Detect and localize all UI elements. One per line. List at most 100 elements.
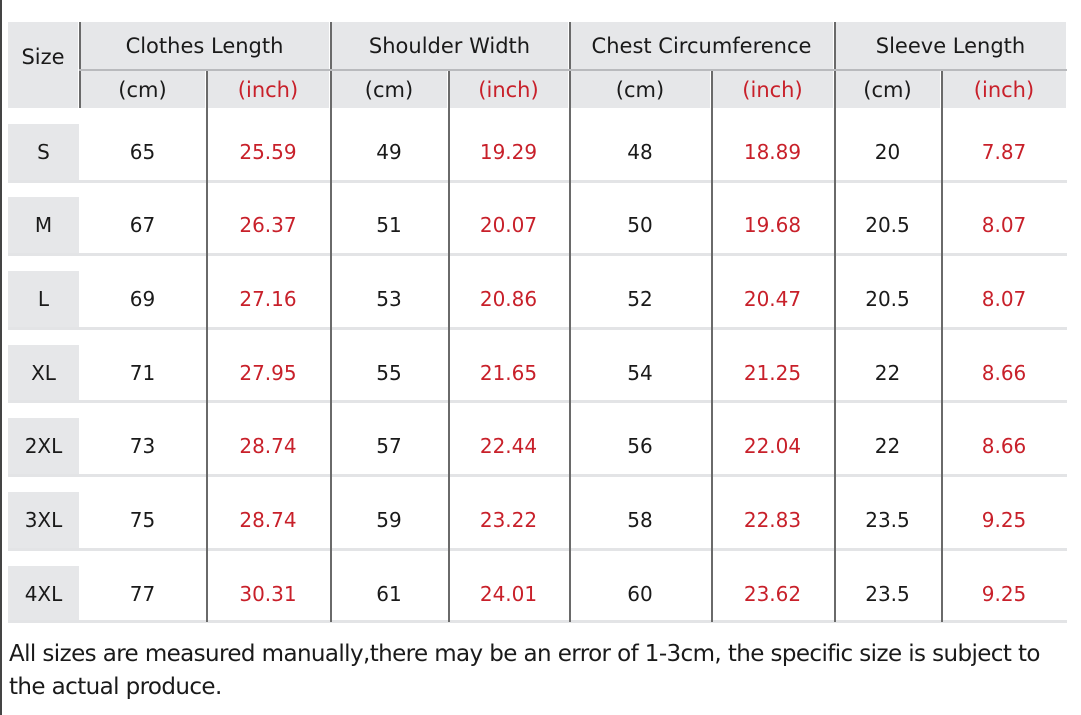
cm-value: 71: [129, 361, 156, 385]
cm-value: 59: [376, 508, 402, 532]
size-cell: XL: [8, 345, 79, 401]
row-separator: [8, 400, 1067, 403]
row-separator: [8, 548, 1067, 551]
inch-value: 18.89: [743, 140, 802, 164]
cm-value: 54: [627, 361, 653, 385]
inch-value: 20.86: [479, 287, 538, 311]
cm-value: 56: [627, 434, 653, 458]
header-divider: [448, 71, 450, 108]
header-divider: [330, 22, 332, 108]
inch-value: 7.87: [981, 140, 1027, 164]
column-divider: [206, 108, 208, 622]
cm-value: 69: [129, 287, 156, 311]
cm-value: 23.5: [865, 582, 910, 606]
left-edge: [0, 0, 2, 715]
header-divider: [569, 22, 571, 108]
cm-value: 57: [376, 434, 402, 458]
inch-value: 21.65: [479, 361, 538, 385]
row-separator: [8, 620, 1067, 623]
inch-value: 22.04: [743, 434, 802, 458]
measurement-note: All sizes are measured manually,there ma…: [9, 641, 1040, 700]
size-cell: 4XL: [8, 566, 79, 622]
inch-value: 19.29: [479, 140, 538, 164]
group-header: Clothes Length: [80, 22, 329, 70]
cm-value: 20.5: [865, 287, 910, 311]
cm-value: 75: [129, 508, 156, 532]
inch-value: 25.59: [239, 140, 297, 164]
unit-inch-header: (inch): [942, 71, 1066, 108]
header-divider: [79, 22, 81, 108]
cm-value: 50: [627, 213, 653, 237]
inch-value: 8.07: [981, 287, 1027, 311]
size-header: Size: [8, 22, 78, 108]
header-divider: [834, 22, 836, 108]
header-divider: [711, 71, 713, 108]
cm-value: 20.5: [865, 213, 910, 237]
unit-inch-header: (inch): [207, 71, 329, 108]
cm-value: 67: [129, 213, 156, 237]
row-separator: [8, 327, 1067, 330]
inch-value: 19.68: [743, 213, 802, 237]
group-header: Sleeve Length: [835, 22, 1066, 70]
size-cell: L: [8, 271, 79, 327]
cm-value: 23.5: [865, 508, 910, 532]
header-divider: [206, 71, 208, 108]
cm-value: 48: [627, 140, 653, 164]
row-separator: [8, 180, 1067, 183]
cm-value: 65: [129, 140, 156, 164]
inch-value: 30.31: [239, 582, 297, 606]
inch-value: 8.66: [981, 434, 1027, 458]
inch-value: 23.22: [479, 508, 538, 532]
column-divider: [834, 108, 836, 622]
unit-cm-header: (cm): [570, 71, 710, 108]
cm-value: 22: [874, 361, 901, 385]
cm-value: 20: [874, 140, 901, 164]
inch-value: 24.01: [479, 582, 538, 606]
cm-value: 60: [627, 582, 653, 606]
unit-cm-header: (cm): [835, 71, 940, 108]
cm-value: 52: [627, 287, 653, 311]
column-divider: [941, 108, 943, 622]
inch-value: 8.66: [981, 361, 1027, 385]
column-divider: [448, 108, 450, 622]
size-cell: S: [8, 124, 79, 180]
inch-value: 20.07: [479, 213, 538, 237]
unit-inch-header: (inch): [449, 71, 568, 108]
inch-value: 27.95: [239, 361, 297, 385]
unit-inch-header: (inch): [712, 71, 833, 108]
cm-value: 61: [376, 582, 402, 606]
inch-value: 20.47: [743, 287, 802, 311]
inch-value: 27.16: [239, 287, 297, 311]
size-cell: 3XL: [8, 492, 79, 548]
row-separator: [8, 253, 1067, 256]
inch-value: 28.74: [239, 508, 297, 532]
column-divider: [569, 108, 571, 622]
inch-value: 9.25: [981, 582, 1027, 606]
header-divider: [941, 71, 943, 108]
inch-value: 23.62: [743, 582, 802, 606]
unit-cm-header: (cm): [331, 71, 447, 108]
size-cell: 2XL: [8, 418, 79, 474]
group-header: Shoulder Width: [331, 22, 568, 70]
unit-cm-header: (cm): [80, 71, 205, 108]
header-underline: [79, 69, 1067, 71]
cm-value: 53: [376, 287, 402, 311]
cm-value: 77: [129, 582, 156, 606]
row-separator: [8, 474, 1067, 477]
column-divider: [711, 108, 713, 622]
inch-value: 21.25: [743, 361, 802, 385]
inch-value: 22.44: [479, 434, 538, 458]
cm-value: 51: [376, 213, 402, 237]
cm-value: 55: [376, 361, 402, 385]
inch-value: 28.74: [239, 434, 297, 458]
inch-value: 8.07: [981, 213, 1027, 237]
cm-value: 22: [874, 434, 901, 458]
inch-value: 9.25: [981, 508, 1027, 532]
cm-value: 58: [627, 508, 653, 532]
inch-value: 22.83: [743, 508, 802, 532]
inch-value: 26.37: [239, 213, 297, 237]
cm-value: 73: [129, 434, 156, 458]
group-header: Chest Circumference: [570, 22, 833, 70]
cm-value: 49: [376, 140, 402, 164]
column-divider: [330, 108, 332, 622]
